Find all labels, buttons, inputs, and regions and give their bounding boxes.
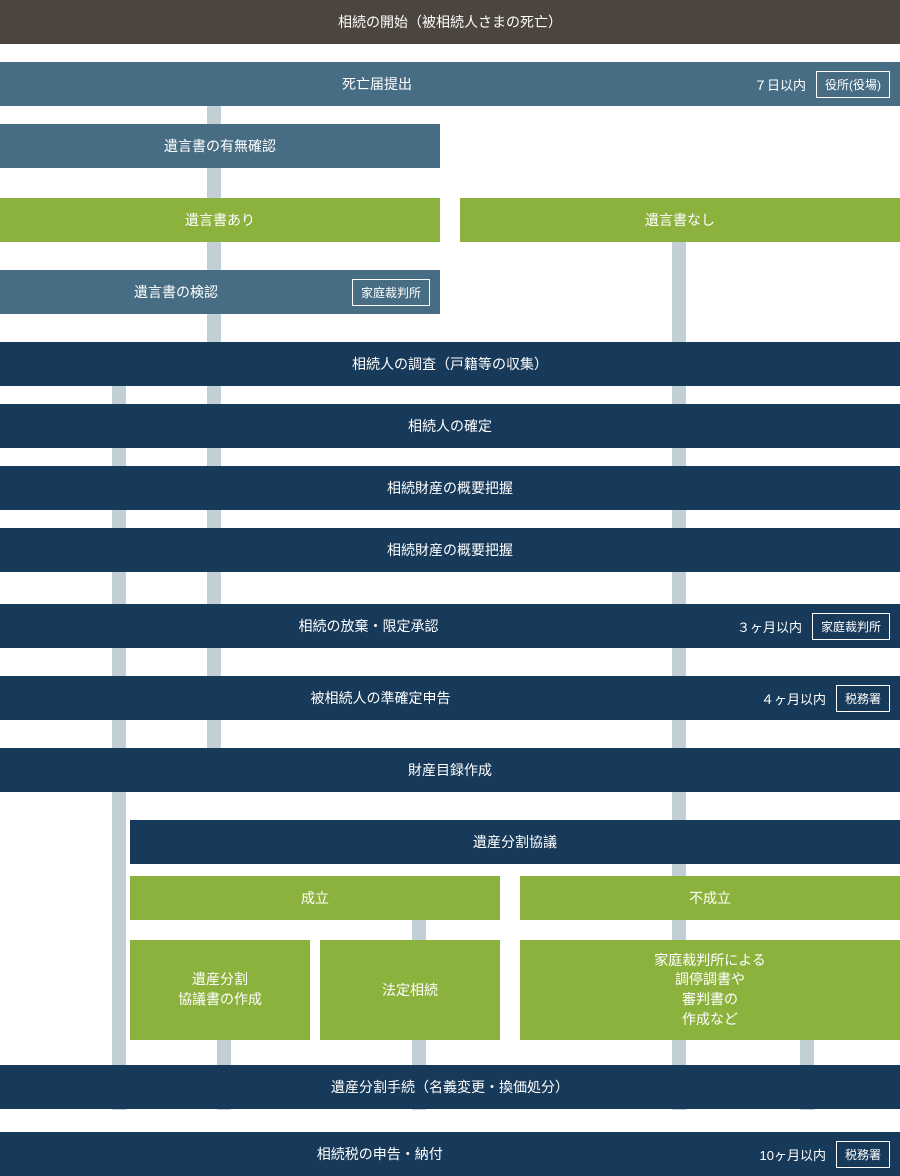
step-title: 不成立 xyxy=(520,888,900,908)
step-death-report: 死亡届提出７日以内役所(役場) xyxy=(0,62,900,106)
step-deadline: ３ヶ月以内 xyxy=(737,617,802,636)
step-will-yes: 遺言書あり xyxy=(0,198,440,242)
step-line: 作成など xyxy=(682,1010,738,1030)
step-title: 相続財産の概要把握 xyxy=(0,540,900,560)
step-line: 協議書の作成 xyxy=(178,990,262,1010)
step-title: 財産目録作成 xyxy=(0,760,900,780)
step-title: 相続財産の概要把握 xyxy=(0,478,900,498)
step-division-proc: 遺産分割手続（名義変更・換価処分） xyxy=(0,1065,900,1109)
step-place: 役所(役場) xyxy=(816,71,890,98)
step-title: 相続人の調査（戸籍等の収集） xyxy=(0,354,900,374)
step-line: 家庭裁判所による xyxy=(654,951,766,971)
step-heir-confirm: 相続人の確定 xyxy=(0,404,900,448)
step-title: 相続税の申告・納付 xyxy=(0,1144,760,1164)
step-tax-filing: 相続税の申告・納付10ヶ月以内税務署 xyxy=(0,1132,900,1176)
step-title: 遺言書あり xyxy=(0,210,440,230)
step-asset-overview1: 相続財産の概要把握 xyxy=(0,466,900,510)
step-title: 成立 xyxy=(130,888,500,908)
step-title: 遺言書なし xyxy=(460,210,900,230)
step-title: 相続人の確定 xyxy=(0,416,900,436)
step-agreement-doc: 遺産分割協議書の作成 xyxy=(130,940,310,1040)
step-court-mediation: 家庭裁判所による調停調書や審判書の作成など xyxy=(520,940,900,1040)
step-will-check: 遺言書の有無確認 xyxy=(0,124,440,168)
step-deadline: ７日以内 xyxy=(754,75,806,94)
step-will-probate: 遺言書の検認家庭裁判所 xyxy=(0,270,440,314)
step-division-talk: 遺産分割協議 xyxy=(130,820,900,864)
step-line: 審判書の xyxy=(682,990,738,1010)
step-deadline: 10ヶ月以内 xyxy=(760,1145,826,1164)
step-heir-invest: 相続人の調査（戸籍等の収集） xyxy=(0,342,900,386)
step-asset-list: 財産目録作成 xyxy=(0,748,900,792)
step-deadline: ４ヶ月以内 xyxy=(761,689,826,708)
step-place: 家庭裁判所 xyxy=(352,279,430,306)
step-renounce: 相続の放棄・限定承認３ヶ月以内家庭裁判所 xyxy=(0,604,900,648)
inheritance-flowchart: 相続の開始（被相続人さまの死亡）死亡届提出７日以内役所(役場)遺言書の有無確認遺… xyxy=(0,0,900,1176)
step-title: 死亡届提出 xyxy=(0,74,754,94)
step-place: 税務署 xyxy=(836,1141,890,1168)
step-title: 遺産分割協議 xyxy=(130,832,900,852)
step-title: 相続の放棄・限定承認 xyxy=(0,616,737,636)
step-title: 相続の開始（被相続人さまの死亡） xyxy=(0,12,900,32)
step-asset-overview2: 相続財産の概要把握 xyxy=(0,528,900,572)
step-legal-inherit: 法定相続 xyxy=(320,940,500,1040)
step-quasi-final: 被相続人の準確定申告４ヶ月以内税務署 xyxy=(0,676,900,720)
step-start: 相続の開始（被相続人さまの死亡） xyxy=(0,0,900,44)
step-line: 調停調書や xyxy=(675,970,745,990)
step-title: 遺産分割手続（名義変更・換価処分） xyxy=(0,1077,900,1097)
step-title: 遺言書の検認 xyxy=(0,282,352,302)
step-will-no: 遺言書なし xyxy=(460,198,900,242)
step-title: 遺言書の有無確認 xyxy=(0,136,440,156)
step-title: 被相続人の準確定申告 xyxy=(0,688,761,708)
step-agree: 成立 xyxy=(130,876,500,920)
step-place: 家庭裁判所 xyxy=(812,613,890,640)
step-title: 法定相続 xyxy=(320,980,500,1000)
step-line: 遺産分割 xyxy=(192,970,248,990)
step-disagree: 不成立 xyxy=(520,876,900,920)
step-place: 税務署 xyxy=(836,685,890,712)
